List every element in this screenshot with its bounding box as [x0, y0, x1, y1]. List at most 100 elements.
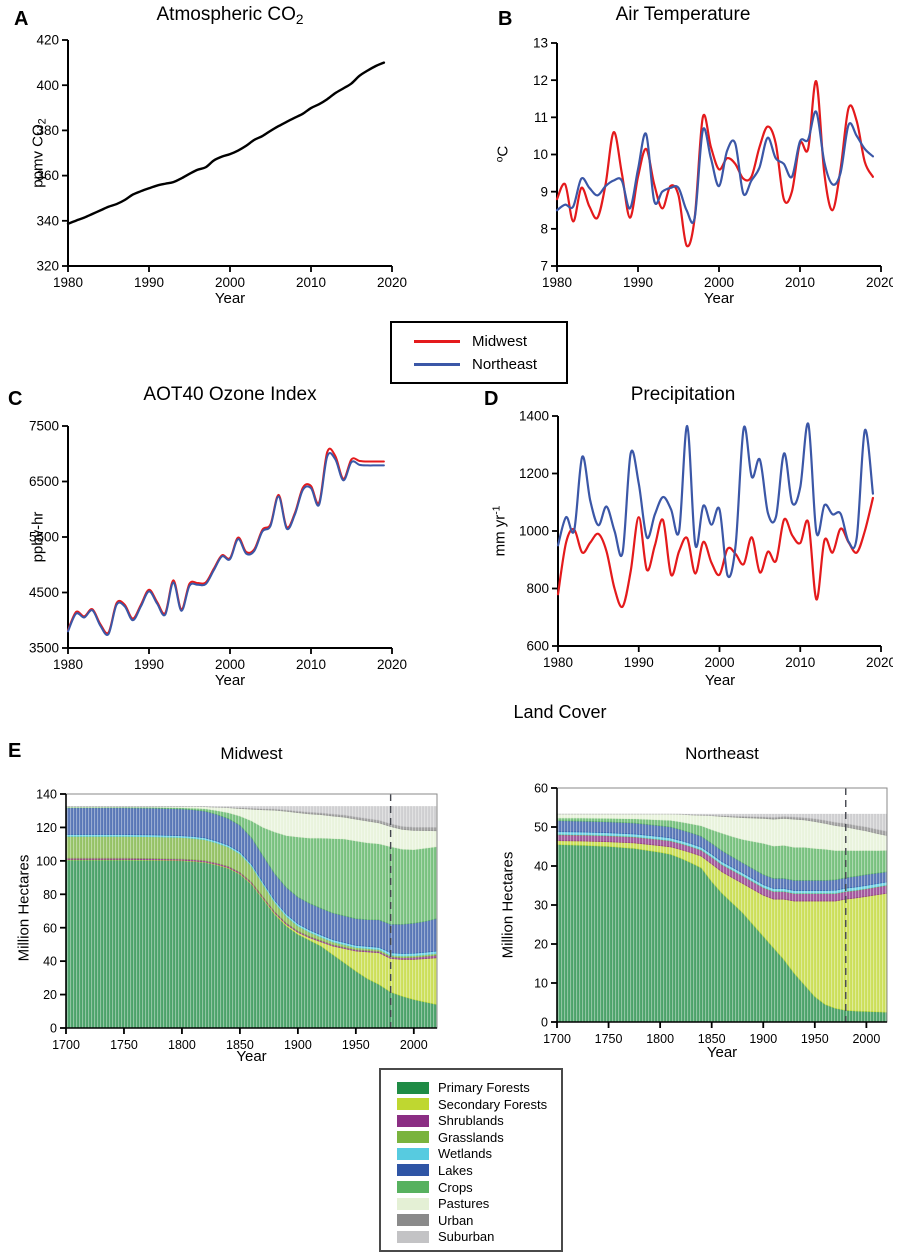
svg-text:2020: 2020 [866, 655, 893, 670]
svg-text:320: 320 [36, 259, 59, 274]
legend-label-midwest: Midwest [472, 332, 528, 350]
svg-text:1850: 1850 [226, 1038, 254, 1052]
legend-label: Urban [438, 1212, 474, 1228]
legend-swatch [397, 1214, 429, 1227]
svg-text:1800: 1800 [168, 1038, 196, 1052]
svg-text:2010: 2010 [785, 275, 815, 290]
panel-e-letter: E [8, 740, 22, 762]
legend-label: Suburban [438, 1229, 495, 1245]
svg-text:20: 20 [43, 988, 57, 1002]
svg-text:20: 20 [534, 938, 548, 952]
svg-text:80: 80 [43, 888, 57, 902]
svg-text:3500: 3500 [29, 641, 59, 656]
legend-label: Secondary Forests [438, 1096, 548, 1112]
svg-text:10: 10 [533, 147, 548, 162]
svg-text:120: 120 [36, 821, 57, 835]
panel-a-xlabel: Year [214, 290, 246, 307]
svg-text:2010: 2010 [296, 657, 326, 672]
svg-text:2010: 2010 [785, 655, 815, 670]
legend-swatch [397, 1081, 429, 1094]
svg-text:1900: 1900 [749, 1032, 777, 1046]
svg-text:8: 8 [540, 221, 548, 236]
landcover-northeast-title: Northeast [685, 744, 759, 763]
legend-swatch [397, 1147, 429, 1160]
svg-text:2000: 2000 [852, 1032, 880, 1046]
svg-text:12: 12 [533, 73, 548, 88]
legend-item: Wetlands [397, 1147, 555, 1160]
svg-text:800: 800 [526, 581, 549, 596]
svg-text:2000: 2000 [704, 655, 734, 670]
svg-text:40: 40 [43, 955, 57, 969]
svg-text:600: 600 [526, 639, 549, 654]
legend-item-midwest: Midwest [414, 333, 566, 350]
svg-text:1980: 1980 [542, 275, 572, 290]
svg-text:1200: 1200 [519, 466, 549, 481]
svg-text:1400: 1400 [519, 409, 549, 424]
legend-swatch [397, 1164, 429, 1177]
svg-text:11: 11 [534, 110, 548, 125]
svg-text:1980: 1980 [53, 657, 83, 672]
legend-swatch [397, 1098, 429, 1111]
svg-text:60: 60 [534, 782, 548, 796]
legend-label-northeast: Northeast [472, 355, 538, 373]
svg-text:2010: 2010 [296, 275, 326, 290]
panel-c-title: AOT40 Ozone Index [143, 384, 317, 405]
landcover-legend: Primary Forests Secondary Forests Shrublan… [379, 1068, 563, 1252]
co2-line-chart: 1980 1990 2000 2010 2020 320 340 360 380 400 420 [20, 28, 440, 298]
legend-label: Pastures [438, 1196, 490, 1212]
svg-text:2000: 2000 [215, 657, 245, 672]
svg-text:5500: 5500 [29, 530, 59, 545]
svg-text:1990: 1990 [134, 657, 164, 672]
svg-text:1700: 1700 [543, 1032, 571, 1046]
landcover-midwest-title: Midwest [220, 744, 283, 763]
landcover-midwest-stacked-chart: 1700 1750 1800 1850 1900 1950 2000 0 20 40 60 80 100… [10, 770, 450, 1060]
legend-item: Secondary Forests [397, 1098, 555, 1111]
svg-text:1850: 1850 [698, 1032, 726, 1046]
svg-text:340: 340 [36, 213, 59, 228]
svg-text:7: 7 [540, 259, 548, 274]
legend-item-northeast: Northeast [414, 356, 566, 373]
svg-text:2000: 2000 [704, 275, 734, 290]
svg-text:1750: 1750 [595, 1032, 623, 1046]
legend-label: Primary Forests [438, 1080, 530, 1095]
panel-d-letter: D [484, 388, 499, 410]
svg-text:10: 10 [534, 977, 548, 991]
svg-text:1980: 1980 [53, 275, 83, 290]
svg-text:13: 13 [533, 36, 548, 51]
legend-label: Shrublands [438, 1113, 504, 1129]
svg-text:2020: 2020 [377, 275, 407, 290]
legend-swatch [397, 1114, 429, 1127]
svg-text:7500: 7500 [29, 419, 59, 434]
svg-text:1990: 1990 [134, 275, 164, 290]
panel-c-xlabel: Year [214, 672, 246, 689]
panel-b-xlabel: Year [703, 290, 735, 307]
legend-swatch [397, 1181, 429, 1194]
landcover-northeast-xlabel: Year [706, 1044, 738, 1061]
svg-text:360: 360 [36, 168, 59, 183]
svg-text:1700: 1700 [52, 1038, 80, 1052]
region-legend: Midwest Northeast [390, 321, 568, 384]
svg-text:1990: 1990 [624, 655, 654, 670]
svg-text:60: 60 [43, 921, 57, 935]
legend-item: Grasslands [397, 1131, 555, 1144]
legend-label: Lakes [438, 1162, 473, 1178]
svg-text:1990: 1990 [623, 275, 653, 290]
legend-label: Crops [438, 1179, 473, 1195]
legend-swatch [397, 1230, 429, 1243]
legend-label: Wetlands [438, 1146, 492, 1162]
svg-text:2000: 2000 [215, 275, 245, 290]
svg-text:2000: 2000 [400, 1038, 428, 1052]
svg-text:2020: 2020 [377, 657, 407, 672]
legend-swatch [397, 1197, 429, 1210]
panel-a-title-text: Atmospheric CO [156, 4, 296, 25]
legend-item: Urban [397, 1214, 555, 1227]
svg-text:1800: 1800 [646, 1032, 674, 1046]
svg-text:2020: 2020 [866, 275, 893, 290]
legend-item: Shrublands [397, 1114, 555, 1127]
panel-c-letter: C [8, 388, 23, 410]
legend-item: Lakes [397, 1164, 555, 1177]
svg-text:140: 140 [36, 788, 57, 802]
svg-text:1950: 1950 [801, 1032, 829, 1046]
precipitation-line-chart: 1980 1990 2000 2010 2020 600 800 1000 1200 1400 [473, 408, 893, 678]
